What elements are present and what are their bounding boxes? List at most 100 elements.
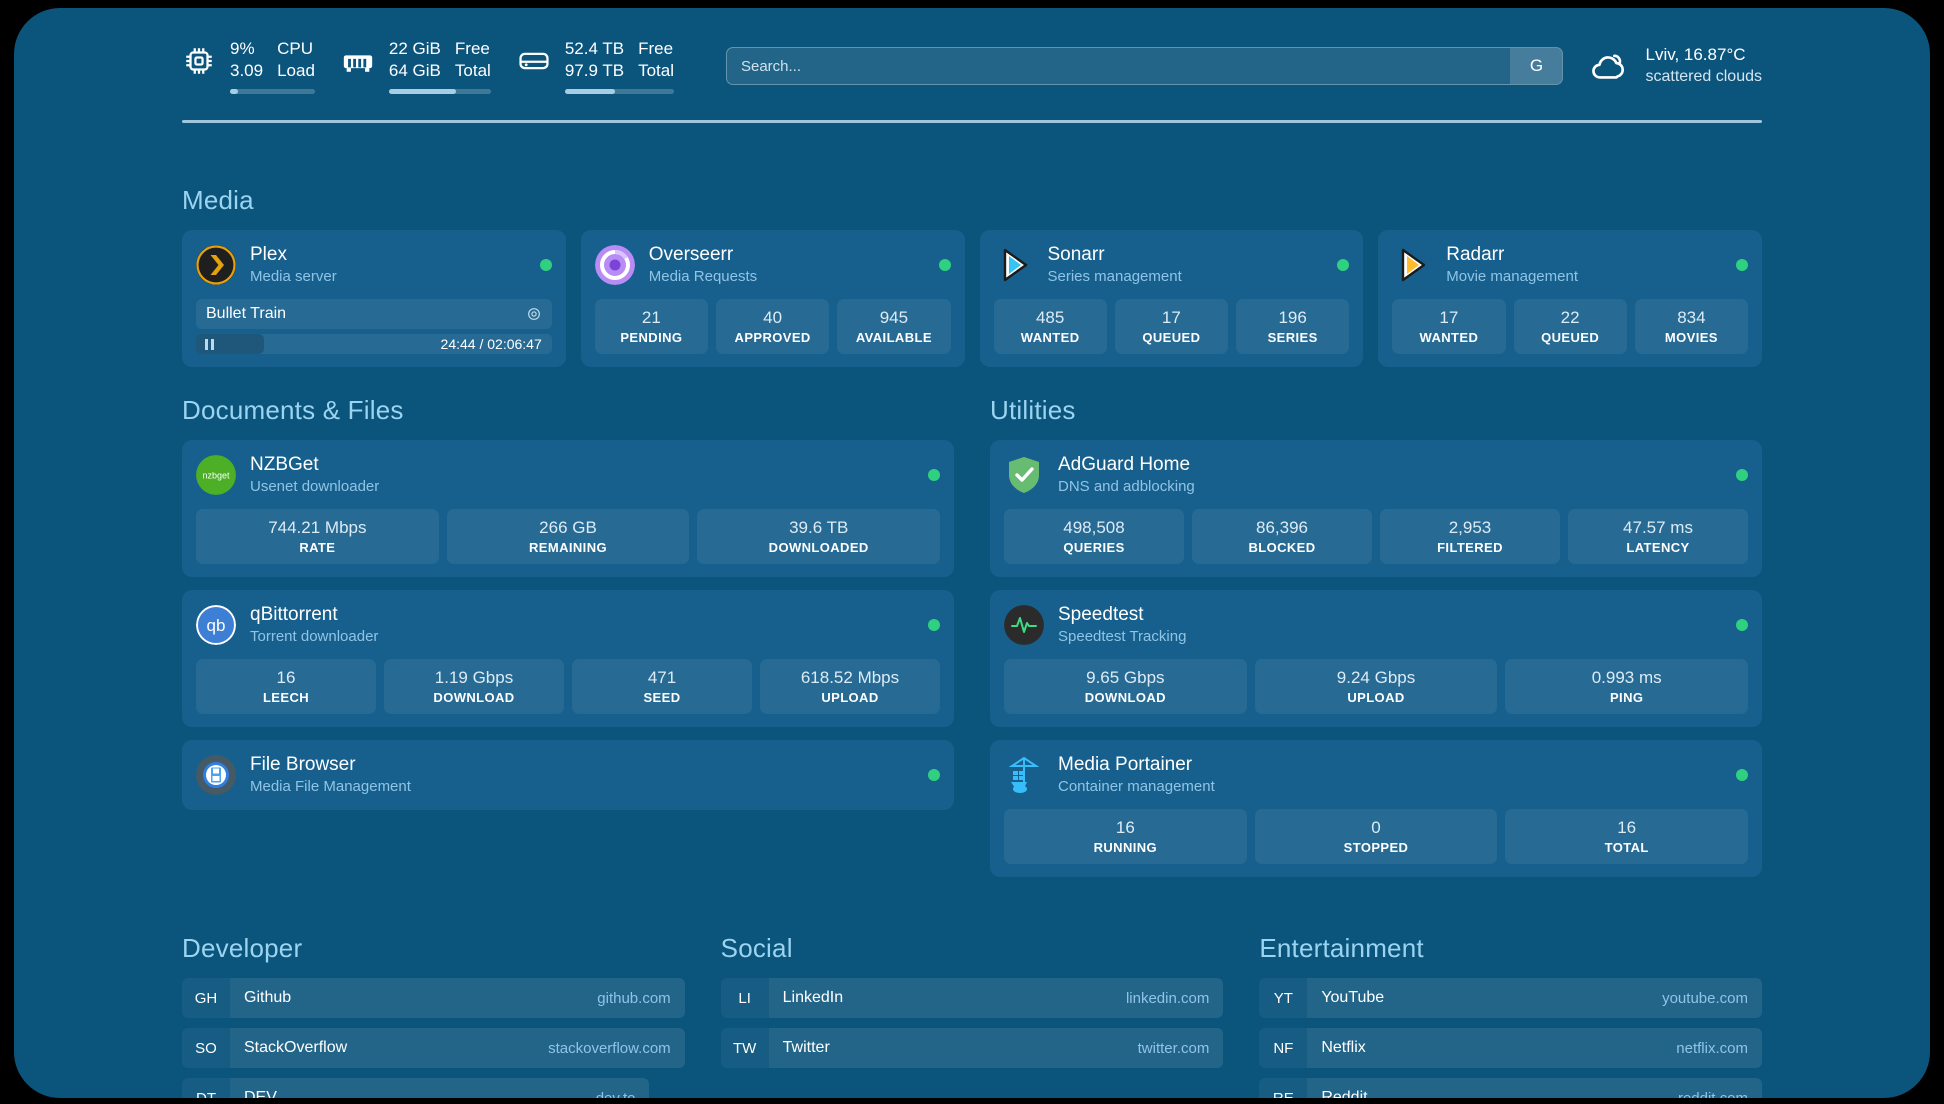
utilities-section: Utilities AdGuard Home DNS and adblockin… bbox=[990, 395, 1762, 877]
disk-progress-bar bbox=[564, 89, 674, 94]
service-card-filebrowser[interactable]: File Browser Media File Management bbox=[182, 740, 954, 810]
service-subtitle: Usenet downloader bbox=[250, 478, 380, 495]
stat-tile: 834 MOVIES bbox=[1634, 299, 1748, 354]
bookmark-item[interactable]: TW Twitter twitter.com bbox=[720, 1028, 1224, 1068]
stat-ram: 22 GiB 64 GiB Free Total bbox=[341, 38, 491, 94]
stat-tile: 39.6 TB DOWNLOADED bbox=[697, 509, 941, 564]
stat-tiles: 9.65 Gbps DOWNLOAD 9.24 Gbps UPLOAD 0.99… bbox=[1004, 659, 1749, 714]
search-input[interactable] bbox=[726, 48, 1511, 84]
tile-label: TOTAL bbox=[1604, 840, 1649, 855]
bookmark-item[interactable]: SO StackOverflow stackoverflow.com bbox=[182, 1028, 685, 1068]
bookmark-name: Netflix bbox=[1321, 1039, 1366, 1056]
bookmark-item[interactable]: LI LinkedIn linkedin.com bbox=[720, 978, 1224, 1018]
bookmark-url: dev.to bbox=[595, 1089, 636, 1099]
card-header: nzbget NZBGet Usenet downloader bbox=[196, 453, 940, 497]
bookmark-name: Reddit bbox=[1321, 1089, 1368, 1098]
status-badge bbox=[928, 769, 940, 781]
service-card-sonarr[interactable]: Sonarr Series management 485 WANTED 17 Q… bbox=[979, 230, 1364, 367]
bookmark-name: YouTube bbox=[1321, 989, 1385, 1006]
bookmark-abbr: SO bbox=[182, 1028, 230, 1068]
service-card-adguard[interactable]: AdGuard Home DNS and adblocking 498,508 … bbox=[990, 440, 1762, 577]
section-title-utilities: Utilities bbox=[990, 395, 1076, 425]
service-subtitle: Container management bbox=[1058, 778, 1215, 795]
bookmark-abbr: DT bbox=[182, 1078, 230, 1098]
bookmark-url: linkedin.com bbox=[1125, 989, 1210, 1007]
service-card-radarr[interactable]: Radarr Movie management 17 WANTED 22 QUE… bbox=[1378, 230, 1762, 367]
stat-cpu: 9% 3.09 CPU Load bbox=[182, 38, 315, 94]
section-title-social: Social bbox=[720, 933, 793, 963]
tile-value: 39.6 TB bbox=[789, 518, 849, 537]
stat-tile: 16 TOTAL bbox=[1505, 809, 1749, 864]
tile-label: SERIES bbox=[1267, 330, 1318, 345]
service-name: Radarr bbox=[1446, 244, 1505, 265]
ram-label-top: Free bbox=[454, 39, 490, 58]
gear-icon[interactable] bbox=[526, 306, 542, 322]
bookmark-abbr: GH bbox=[182, 978, 230, 1018]
tile-value: 498,508 bbox=[1063, 518, 1125, 537]
stat-disk: 52.4 TB 97.9 TB Free Total bbox=[517, 38, 674, 94]
service-card-speedtest[interactable]: Speedtest Speedtest Tracking 9.65 Gbps D… bbox=[990, 590, 1762, 727]
search-bar[interactable]: G bbox=[725, 47, 1564, 85]
tile-value: 21 bbox=[641, 308, 661, 327]
tile-value: 2,953 bbox=[1448, 518, 1492, 537]
tile-label: WANTED bbox=[1419, 330, 1479, 345]
stat-tile: 16 LEECH bbox=[196, 659, 376, 714]
tile-label: PING bbox=[1609, 690, 1644, 705]
svg-text:nzbget: nzbget bbox=[202, 471, 230, 481]
tile-value: 17 bbox=[1161, 308, 1181, 327]
stat-tile: 9.24 Gbps UPLOAD bbox=[1254, 659, 1498, 714]
pause-icon[interactable] bbox=[205, 338, 214, 350]
card-header: Sonarr Series management bbox=[994, 243, 1350, 287]
service-name: Overseerr bbox=[648, 244, 734, 265]
tile-value: 618.52 Mbps bbox=[800, 668, 900, 687]
cpu-progress-bar bbox=[230, 89, 315, 94]
stat-tile: 9.65 Gbps DOWNLOAD bbox=[1004, 659, 1247, 714]
service-card-portainer[interactable]: Media Portainer Container management 16 … bbox=[990, 740, 1762, 877]
bookmark-url: reddit.com bbox=[1677, 1089, 1748, 1099]
service-subtitle: Speedtest Tracking bbox=[1058, 628, 1187, 645]
stat-tile: 618.52 Mbps UPLOAD bbox=[760, 659, 940, 714]
stat-tiles: 17 WANTED 22 QUEUED 834 MOVIES bbox=[1392, 299, 1748, 354]
bookmark-item[interactable]: RE Reddit reddit.com bbox=[1259, 1078, 1762, 1098]
system-stats: 9% 3.09 CPU Load bbox=[182, 38, 700, 94]
bookmark-item[interactable]: YT YouTube youtube.com bbox=[1259, 978, 1762, 1018]
disk-label-bottom: Total bbox=[638, 61, 674, 80]
bookmark-item[interactable]: GH Github github.com bbox=[182, 978, 685, 1018]
weather-description: scattered clouds bbox=[1645, 68, 1762, 85]
header-divider bbox=[182, 120, 1762, 123]
now-playing-progress[interactable]: 24:44 / 02:06:47 bbox=[196, 334, 552, 354]
card-header: Media Portainer Container management bbox=[1004, 753, 1748, 797]
tile-value: 196 bbox=[1278, 308, 1307, 327]
tile-value: 0.993 ms bbox=[1591, 668, 1662, 687]
ram-icon bbox=[341, 44, 375, 78]
section-title-media: Media bbox=[182, 185, 254, 215]
bookmark-item[interactable]: NF Netflix netflix.com bbox=[1259, 1028, 1762, 1068]
bookmark-item[interactable]: DT DEV dev.to bbox=[182, 1078, 650, 1099]
search-engine-button[interactable]: G bbox=[1510, 48, 1563, 84]
service-subtitle: Series management bbox=[1047, 268, 1182, 285]
service-card-nzbget[interactable]: nzbget NZBGet Usenet downloader 744.21 M… bbox=[182, 440, 954, 577]
tile-value: 834 bbox=[1677, 308, 1706, 327]
tile-label: RATE bbox=[299, 540, 336, 555]
bookmark-group-social: Social LI LinkedIn linkedin.com TW Twitt… bbox=[720, 933, 1224, 1098]
overseerr-logo-icon bbox=[594, 245, 635, 285]
service-card-overseerr[interactable]: Overseerr Media Requests 21 PENDING 40 A… bbox=[580, 230, 965, 367]
stat-tiles: 16 RUNNING 0 STOPPED 16 TOTAL bbox=[1004, 809, 1749, 864]
service-card-plex[interactable]: Plex Media server Bullet Train bbox=[182, 230, 566, 367]
service-card-qbittorrent[interactable]: qb qBittorrent Torrent downloader 16 LEE… bbox=[182, 590, 954, 727]
ram-label-bottom: Total bbox=[454, 61, 491, 80]
service-name: Speedtest bbox=[1058, 604, 1144, 625]
dashboard-header: 9% 3.09 CPU Load bbox=[14, 8, 1930, 94]
weather-temperature: Lviv, 16.87°C bbox=[1645, 45, 1746, 64]
bookmark-url: twitter.com bbox=[1137, 1039, 1210, 1057]
radarr-logo-icon bbox=[1392, 245, 1432, 285]
status-badge bbox=[928, 469, 940, 481]
service-subtitle: Torrent downloader bbox=[250, 628, 379, 645]
section-title-documents: Documents & Files bbox=[182, 395, 404, 425]
service-subtitle: Media server bbox=[250, 268, 337, 285]
stat-tile: 266 GB REMAINING bbox=[446, 509, 690, 564]
tile-label: LATENCY bbox=[1626, 540, 1690, 555]
service-name: Sonarr bbox=[1047, 244, 1105, 265]
bookmark-abbr: LI bbox=[720, 978, 769, 1018]
cpu-icon bbox=[182, 44, 216, 78]
